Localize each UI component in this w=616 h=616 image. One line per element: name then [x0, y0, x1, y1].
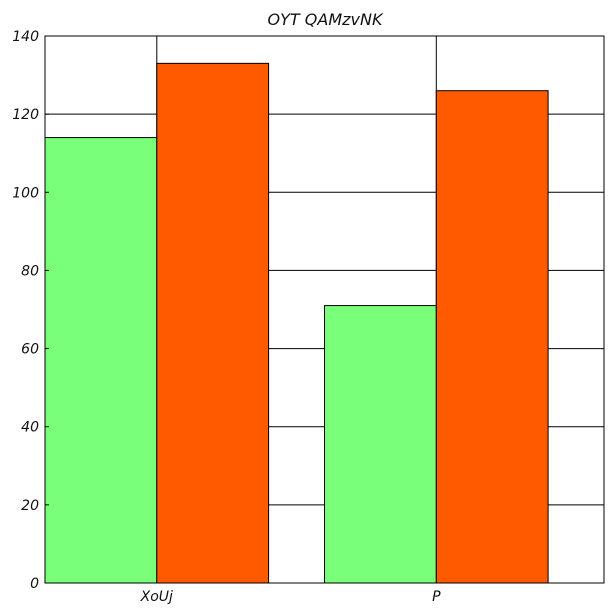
axis-ticks: 0 20 40 60 80 100 120 140 XoUj P: [12, 29, 441, 605]
y-tick-label: 0: [30, 576, 39, 592]
y-tick-label: 100: [12, 185, 39, 201]
bar-XoUj-0: [44, 137, 158, 584]
y-tick-label: 120: [12, 107, 39, 123]
x-tick-label: P: [432, 589, 441, 605]
bar-XoUj-1: [156, 62, 270, 584]
y-tick-label: 60: [21, 342, 39, 358]
y-tick-label: 20: [21, 498, 39, 514]
y-tick-label: 80: [21, 263, 39, 279]
bar-P-1: [435, 90, 549, 584]
y-tick-label: 40: [21, 420, 39, 436]
x-tick-label: XoUj: [140, 589, 173, 605]
plot-frame: [44, 35, 605, 584]
y-tick-label: 140: [12, 29, 39, 45]
bar-P-0: [324, 305, 437, 584]
chart-title: OYT QAMzvNK: [268, 10, 384, 29]
